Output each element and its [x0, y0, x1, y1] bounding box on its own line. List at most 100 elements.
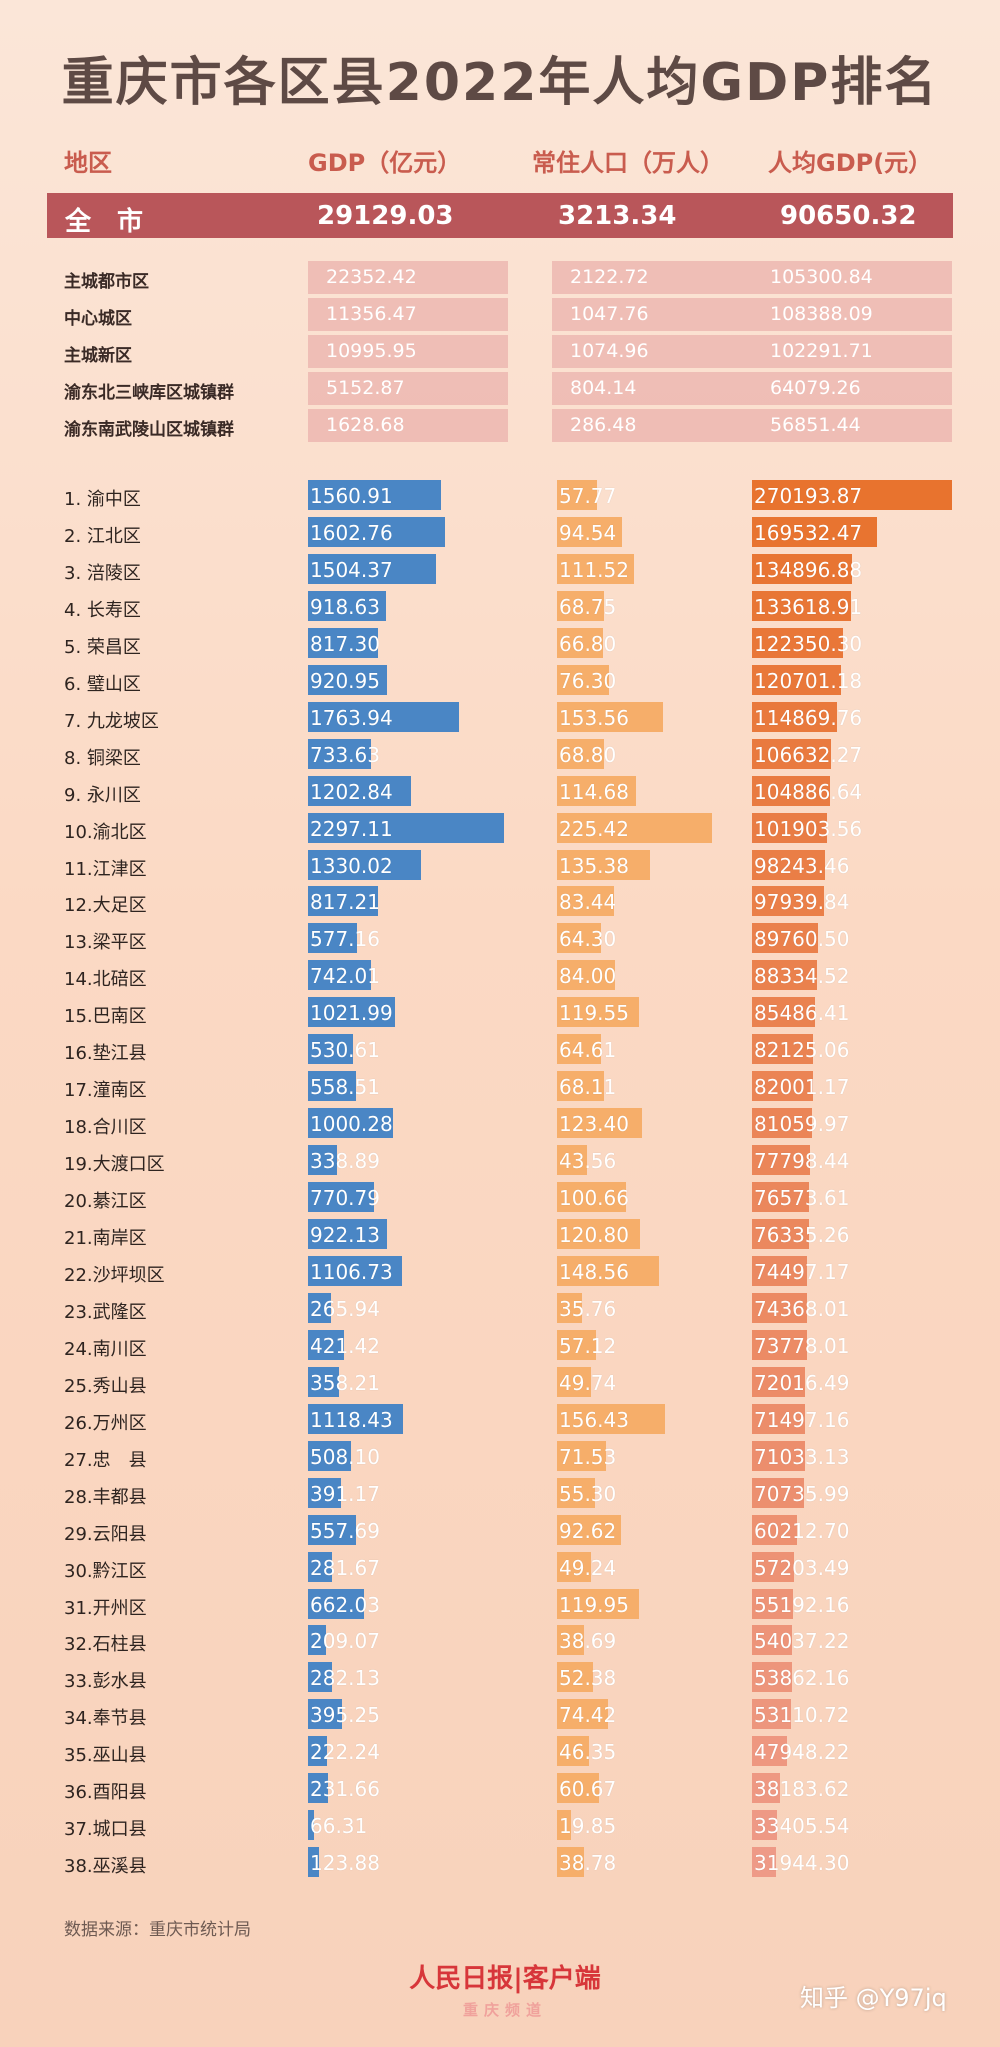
region-label: 12.大足区 [64, 895, 147, 917]
per-capita-gdp-value: 120701.18 [754, 668, 863, 693]
gdp-value: 2297.11 [310, 816, 393, 841]
data-source: 数据来源：重庆市统计局 [64, 1920, 251, 1940]
header-region: 地区 [64, 149, 112, 177]
population-value: 123.40 [559, 1112, 629, 1137]
population-value: 55.30 [559, 1481, 617, 1506]
gdp-value: 421.42 [310, 1333, 380, 1358]
gdp-value: 577.16 [310, 927, 380, 952]
ranking-row: 18.合川区 1000.28 123.40 81059.97 [0, 1106, 1000, 1143]
gdp-bar [308, 738, 371, 769]
population-value: 119.95 [559, 1592, 629, 1617]
region-label: 29.云阳县 [64, 1523, 147, 1545]
per-capita-gdp-value: 70735.99 [754, 1481, 850, 1506]
per-capita-gdp-bar [752, 1588, 793, 1619]
gdp-value: 817.21 [310, 890, 380, 915]
per-capita-gdp-bar [752, 1440, 805, 1471]
per-capita-gdp-value: 89760.50 [754, 927, 850, 952]
summary-gdp: 1628.68 [308, 409, 508, 442]
header-per-capita-gdp: 人均GDP(元） [768, 149, 933, 177]
per-capita-gdp-bar [752, 1366, 806, 1397]
ranking-row: 32.石柱县 209.07 38.69 54037.22 [0, 1623, 1000, 1660]
summary-population: 1074.96 [552, 335, 752, 368]
summary-gdp: 5152.87 [308, 372, 508, 405]
population-value: 64.61 [559, 1038, 617, 1063]
per-capita-gdp-bar [752, 1403, 805, 1434]
population-value: 19.85 [559, 1814, 617, 1839]
gdp-value: 231.66 [310, 1777, 380, 1802]
gdp-bar [308, 997, 396, 1028]
gdp-bar [308, 664, 387, 695]
population-bar [557, 1071, 604, 1102]
per-capita-gdp-value: 76335.26 [754, 1223, 850, 1247]
gdp-bar [308, 1034, 354, 1065]
gdp-bar [308, 701, 459, 732]
gdp-value: 530.61 [310, 1038, 380, 1063]
region-label: 18.合川区 [64, 1117, 147, 1139]
per-capita-gdp-value: 60212.70 [754, 1518, 850, 1543]
per-capita-gdp-bar [752, 923, 819, 954]
gdp-value: 358.21 [310, 1370, 380, 1395]
gdp-bar [308, 1588, 365, 1619]
region-label: 36.酉阳县 [64, 1782, 147, 1804]
per-capita-gdp-bar [752, 516, 878, 547]
per-capita-gdp-bar [752, 1292, 808, 1323]
population-bar [557, 1662, 594, 1693]
per-capita-gdp-bar [752, 960, 818, 991]
population-value: 135.38 [559, 853, 629, 878]
population-value: 49.74 [559, 1370, 617, 1395]
population-value: 148.56 [559, 1259, 629, 1284]
gdp-bar [308, 480, 442, 510]
per-capita-gdp-bar [752, 1145, 810, 1176]
population-bar [557, 1551, 591, 1582]
gdp-value: 1000.28 [310, 1112, 393, 1137]
population-bar [557, 1108, 642, 1139]
gdp-bar [308, 812, 504, 843]
summary-population: 1047.76 [552, 298, 752, 331]
gdp-bar [308, 1071, 356, 1102]
gdp-value: 1202.84 [310, 779, 393, 804]
per-capita-gdp-value: 106632.27 [754, 742, 863, 767]
region-label: 17.潼南区 [64, 1080, 147, 1102]
gdp-bar [308, 553, 437, 584]
ranking-row: 30.黔江区 281.67 49.24 57203.49 [0, 1550, 1000, 1587]
per-capita-gdp-value: 74497.17 [754, 1259, 850, 1284]
per-capita-gdp-bar [752, 480, 952, 510]
population-bar [557, 1440, 607, 1471]
population-bar [557, 997, 640, 1028]
summary-per-capita-gdp: 105300.84 [752, 261, 952, 294]
region-label: 19.大渡口区 [64, 1154, 165, 1176]
region-label: 20.綦江区 [64, 1191, 147, 1213]
region-label: 8. 铜梁区 [64, 747, 141, 769]
per-capita-gdp-value: 134896.88 [754, 557, 863, 582]
ranking-row: 11.江津区 1330.02 135.38 98243.46 [0, 848, 1000, 885]
ranking-row: 5. 荣昌区 817.30 66.80 122350.30 [0, 626, 1000, 663]
population-value: 38.69 [559, 1629, 617, 1654]
region-label: 38.巫溪县 [64, 1856, 147, 1878]
gdp-bar [308, 1255, 403, 1286]
population-value: 35.76 [559, 1296, 617, 1321]
per-capita-gdp-value: 54037.22 [754, 1629, 850, 1654]
region-label: 13.梁平区 [64, 932, 147, 954]
per-capita-gdp-value: 97939.84 [754, 890, 850, 915]
gdp-value: 922.13 [310, 1223, 380, 1247]
gdp-value: 222.24 [310, 1740, 380, 1765]
ranking-row: 12.大足区 817.21 83.44 97939.84 [0, 884, 1000, 921]
gdp-bar [308, 1292, 331, 1323]
per-capita-gdp-bar [752, 812, 828, 843]
gdp-bar [308, 1477, 342, 1508]
region-label: 6. 璧山区 [64, 673, 141, 695]
population-value: 52.38 [559, 1666, 617, 1691]
per-capita-gdp-bar [752, 997, 816, 1028]
gdp-bar [308, 923, 358, 954]
population-value: 92.62 [559, 1518, 617, 1543]
per-capita-gdp-bar [752, 1329, 807, 1360]
gdp-bar [308, 1810, 314, 1841]
gdp-value: 1504.37 [310, 557, 393, 582]
ranking-row: 7. 九龙坡区 1763.94 153.56 114869.76 [0, 700, 1000, 737]
ranking-row: 6. 璧山区 920.95 76.30 120701.18 [0, 663, 1000, 700]
gdp-value: 817.30 [310, 631, 380, 656]
gdp-bar [308, 1662, 333, 1693]
gdp-bar [308, 960, 372, 991]
population-value: 84.00 [559, 964, 617, 989]
region-label: 21.南岸区 [64, 1228, 147, 1249]
